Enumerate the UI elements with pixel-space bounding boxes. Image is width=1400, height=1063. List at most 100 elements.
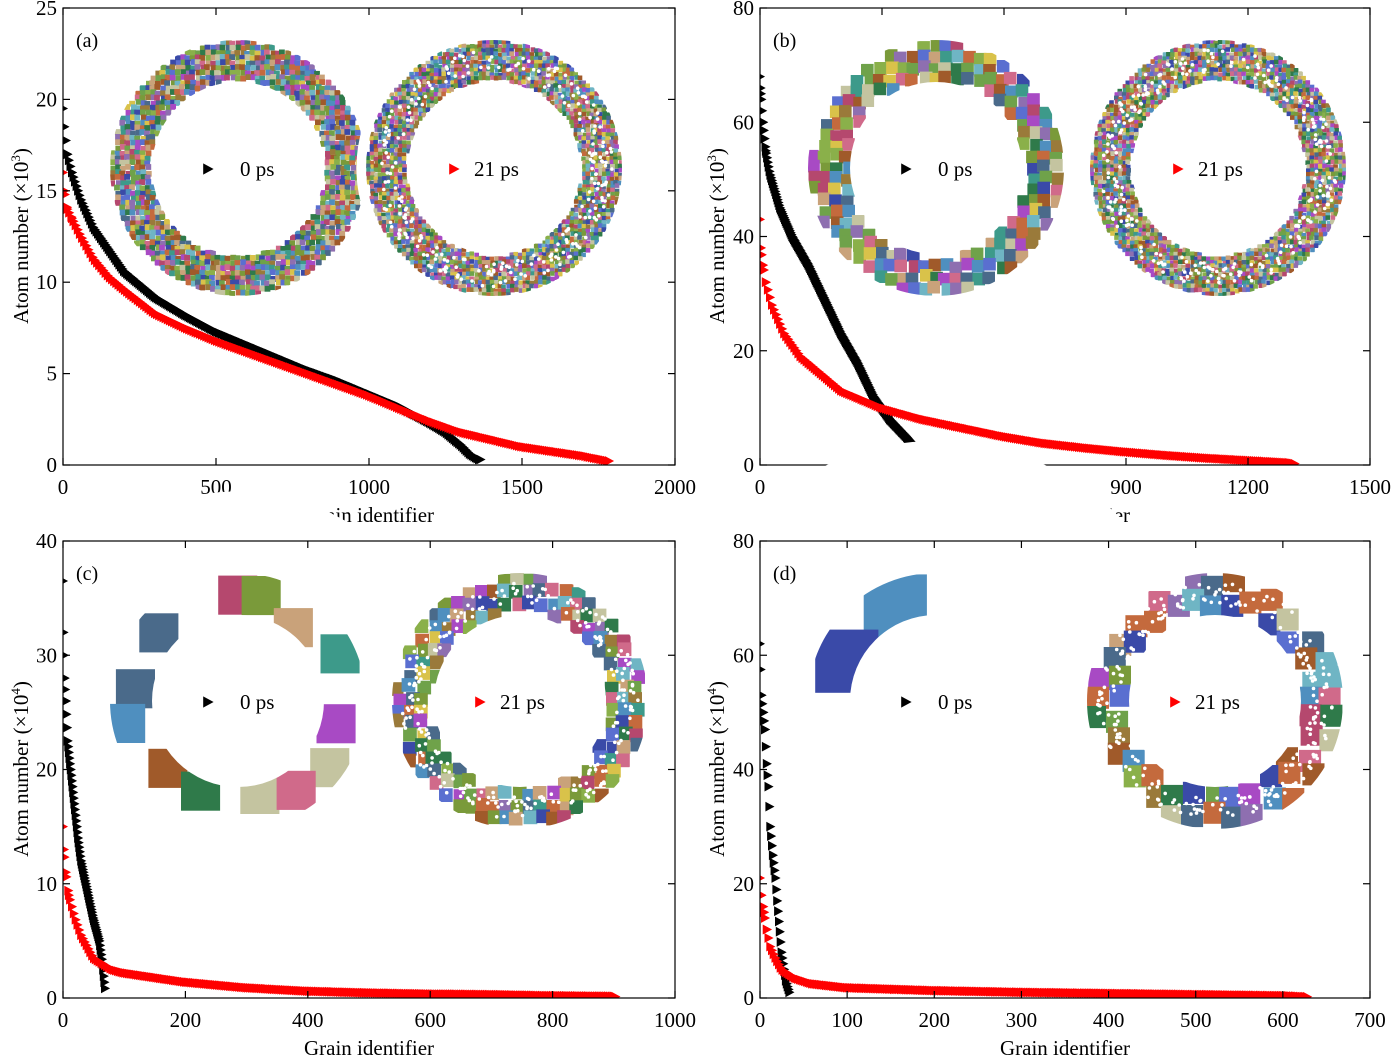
- grain-cell: [199, 284, 206, 291]
- grain-cell: [501, 291, 506, 297]
- grain-cell: [614, 168, 620, 174]
- grain-cell: [1329, 127, 1334, 132]
- grain-cell: [1326, 179, 1332, 185]
- grain-cell: [1145, 228, 1151, 233]
- grain-cell: [144, 120, 151, 127]
- grain-cell: [230, 65, 237, 71]
- grain-cell: [546, 252, 551, 258]
- grain-cell: [1321, 147, 1327, 152]
- grain-cell: [205, 279, 212, 285]
- grain-cell: [586, 232, 591, 237]
- grain-cell: [125, 189, 132, 195]
- grain-cell: [590, 240, 595, 245]
- grain-cell: [450, 279, 456, 284]
- grain-cell: [601, 136, 607, 142]
- grain-cell: [304, 95, 310, 102]
- grain-cell: [453, 83, 459, 88]
- grain-cell: [494, 56, 500, 61]
- grain-cell: [234, 279, 241, 286]
- grain-cell: [405, 200, 411, 205]
- grain-cell: [553, 72, 559, 77]
- grain-cell: [589, 155, 594, 160]
- grain-cell: [501, 75, 506, 80]
- grain-cell: [1257, 47, 1262, 53]
- grain-cell: [1094, 179, 1100, 185]
- grain-cell: [582, 171, 587, 177]
- grain-cell: [1094, 172, 1099, 178]
- grain-cell: [1314, 188, 1319, 194]
- grain-cell: [1122, 167, 1128, 173]
- grain-cell: [255, 264, 262, 270]
- grain-cell: [526, 63, 532, 68]
- amorphous-dot: [596, 181, 601, 186]
- grain-cell: [120, 185, 126, 192]
- grain-cell: [1210, 40, 1216, 45]
- grain-cell: [335, 190, 342, 196]
- grain-cell: [1306, 91, 1311, 97]
- grain-cell: [130, 120, 136, 127]
- grain-cell: [324, 105, 330, 112]
- grain-cell: [264, 44, 271, 51]
- grain-cell: [1186, 83, 1192, 89]
- grain-cell: [344, 160, 350, 167]
- grain-cell: [1118, 184, 1123, 189]
- grain-cell: [1185, 48, 1190, 54]
- grain-cell: [522, 275, 527, 281]
- grain-cell: [398, 95, 404, 100]
- grain-cell: [466, 287, 471, 292]
- grain-cell: [1301, 232, 1307, 238]
- grain-cell: [324, 219, 330, 225]
- grain-cell: [1150, 68, 1156, 73]
- grain-cell: [1290, 67, 1296, 73]
- grain-cell: [299, 230, 306, 237]
- grain-cell: [289, 64, 295, 71]
- grain-cell: [1230, 47, 1236, 53]
- grain-cell: [1330, 180, 1335, 185]
- grain-cell: [1305, 80, 1311, 85]
- grain-cell: [529, 283, 534, 289]
- grain-cell: [134, 149, 140, 156]
- amorphous-dot: [591, 142, 595, 146]
- grain-cell: [590, 244, 595, 249]
- amorphous-dot: [486, 66, 491, 70]
- amorphous-dot: [550, 252, 554, 257]
- grain-cell: [1105, 188, 1110, 193]
- grain-cell: [434, 235, 439, 240]
- grain-cell: [254, 55, 261, 61]
- grain-cell: [586, 243, 591, 248]
- grain-cell: [808, 170, 822, 184]
- grain-cell: [114, 174, 121, 180]
- grain-cell: [1270, 52, 1276, 58]
- grain-cell: [1129, 95, 1134, 101]
- grain-cell: [1229, 55, 1235, 61]
- amorphous-dot: [459, 277, 464, 282]
- grain-cell: [254, 280, 260, 287]
- grain-cell: [993, 93, 1007, 107]
- grain-cell: [1302, 80, 1308, 86]
- grain-cell: [538, 255, 544, 260]
- grain-cell: [594, 223, 599, 229]
- grain-cell: [425, 247, 430, 252]
- grain-cell: [365, 151, 370, 157]
- grain-cell: [150, 129, 156, 136]
- grain-cell: [154, 209, 161, 216]
- grain-cell: [290, 60, 296, 67]
- grain-cell: [401, 188, 406, 193]
- amorphous-dot: [584, 235, 588, 240]
- grain-cell: [300, 225, 306, 231]
- grain-cell: [155, 244, 162, 251]
- grain-cell: [538, 80, 543, 85]
- grain-cell: [1117, 228, 1123, 233]
- grain-cell: [320, 229, 327, 235]
- grain-cell: [614, 163, 620, 169]
- grain-cell: [229, 284, 236, 290]
- grain-cell: [457, 248, 463, 254]
- grain-cell: [377, 143, 382, 149]
- grain-cell: [517, 255, 523, 261]
- grain-cell: [429, 252, 435, 257]
- amorphous-dot: [487, 58, 492, 62]
- grain-cell: [1298, 127, 1304, 133]
- grain-cell: [340, 129, 347, 135]
- grain-cell: [421, 219, 427, 225]
- grain-cell: [140, 109, 146, 116]
